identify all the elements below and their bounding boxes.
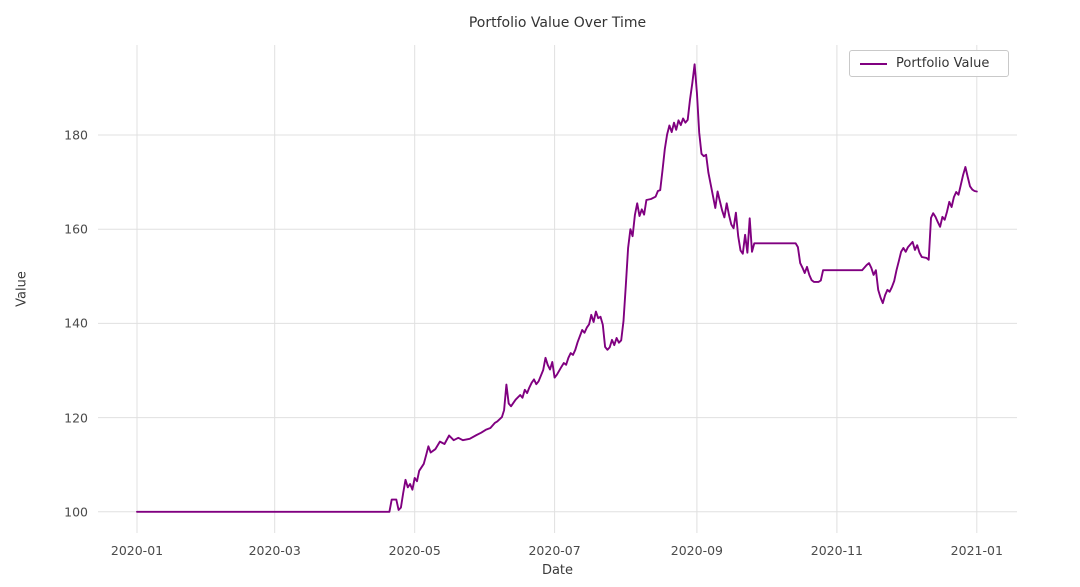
legend-line-swatch (860, 62, 887, 65)
y-axis-label: Value (14, 271, 30, 307)
x-tick-label: 2020-01 (110, 543, 164, 558)
x-tick-label: 2021-01 (950, 543, 1003, 558)
y-tick-label: 140 (64, 315, 88, 331)
x-tick-label: 2020-07 (528, 543, 581, 558)
y-tick-label: 120 (64, 410, 88, 426)
x-tick-label: 2020-05 (388, 543, 441, 558)
x-axis-label: Date (541, 563, 574, 578)
legend: Portfolio Value (849, 50, 1009, 77)
y-tick-label: 100 (64, 504, 88, 520)
chart-title: Portfolio Value Over Time (468, 15, 647, 31)
x-tick-label: 2020-11 (810, 543, 863, 558)
legend-label: Portfolio Value (896, 56, 990, 71)
y-tick-label: 180 (64, 127, 88, 143)
portfolio-value-line (136, 63, 978, 513)
x-tick-label: 2020-03 (248, 543, 301, 558)
x-tick-label: 2020-09 (670, 543, 723, 558)
y-tick-label: 160 (64, 221, 88, 237)
